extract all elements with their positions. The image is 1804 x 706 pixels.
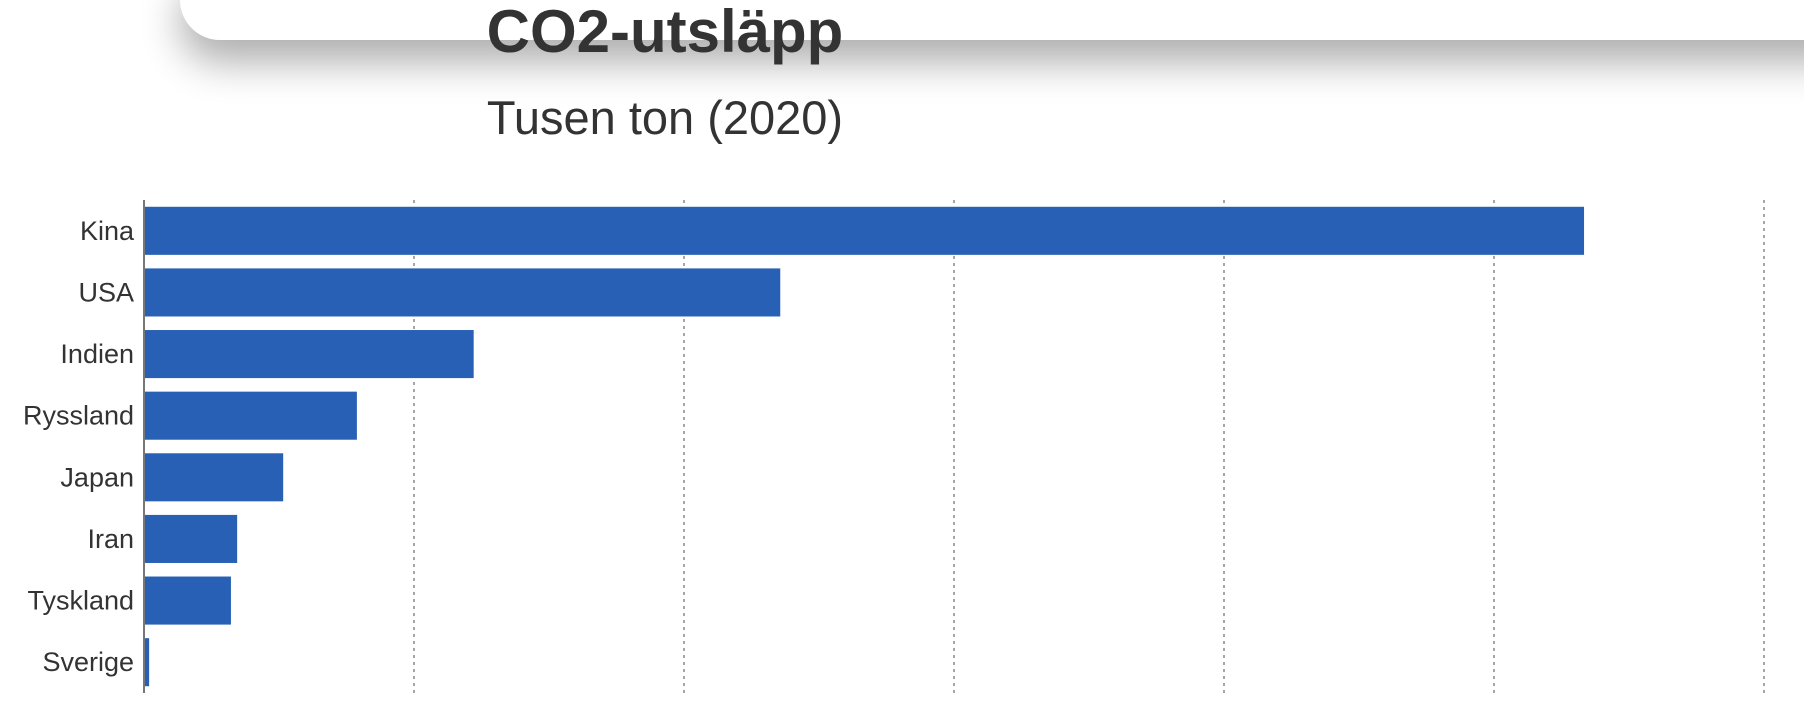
bar-usa [144,268,781,317]
gridlines [413,200,1765,693]
bar-iran [144,514,238,563]
category-label-japan: Japan [60,462,134,492]
category-label-sverige: Sverige [42,647,134,677]
category-label-iran: Iran [87,524,134,554]
bar-indien [144,330,474,379]
bar-japan [144,453,284,502]
category-label-kina: Kina [80,216,135,246]
category-label-usa: USA [78,277,134,307]
category-label-tyskland: Tyskland [27,586,134,616]
bar-ryssland [144,391,357,440]
bar-tyskland [144,576,231,625]
header-shadow [180,0,1804,40]
bars [144,206,1585,687]
chart-subtitle: Tusen ton (2020) [486,91,844,144]
category-labels: Kina USA Indien Ryssland Japan Iran Tyskland Sv… [23,216,135,677]
category-label-indien: Indien [60,339,134,369]
chart-title: CO2-utsläpp [486,0,844,65]
bar-kina [144,206,1585,255]
category-label-ryssland: Ryssland [23,401,134,431]
bar-sverige [144,638,150,687]
